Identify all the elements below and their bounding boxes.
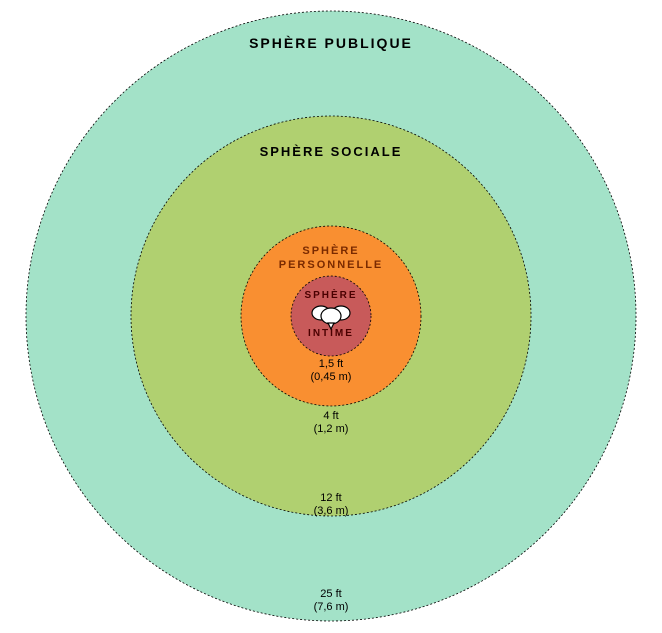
sphere-personal-label-1: SPHÈRE (302, 244, 359, 257)
sphere-intimate-distance-m: (0,45 m) (311, 371, 352, 383)
sphere-intimate-label-1: SPHÈRE (304, 288, 357, 301)
sphere-public-distance-ft: 25 ft (320, 588, 341, 600)
sphere-intimate-distance-ft: 1,5 ft (319, 358, 343, 370)
sphere-public-label: SPHÈRE PUBLIQUE (249, 35, 413, 51)
sphere-personal-label-2: PERSONNELLE (279, 259, 384, 271)
sphere-social-label: SPHÈRE SOCIALE (260, 144, 403, 159)
sphere-social-distance-m: (3,6 m) (314, 505, 349, 517)
sphere-personal-distance-ft: 4 ft (323, 410, 338, 422)
sphere-personal-distance-m: (1,2 m) (314, 423, 349, 435)
sphere-public-distance-m: (7,6 m) (314, 601, 349, 613)
sphere-social-distance-ft: 12 ft (320, 492, 341, 504)
